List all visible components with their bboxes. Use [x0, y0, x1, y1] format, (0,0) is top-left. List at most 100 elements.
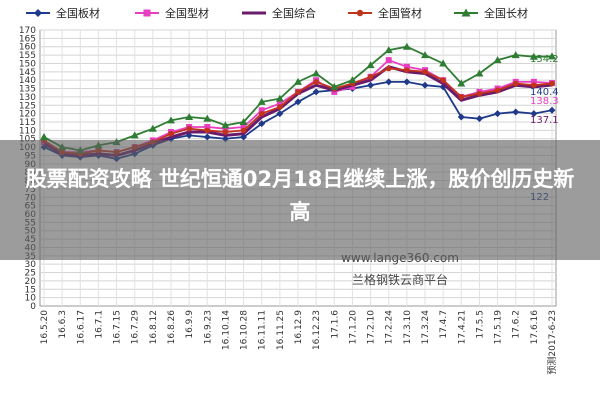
data-point	[349, 83, 356, 90]
data-point	[276, 100, 283, 107]
data-point	[277, 104, 283, 110]
data-point	[548, 106, 556, 114]
legend-marker	[34, 9, 42, 17]
data-point	[549, 80, 555, 87]
data-point	[204, 127, 211, 134]
data-point	[204, 124, 211, 131]
data-point	[276, 110, 284, 118]
data-point	[385, 78, 393, 86]
y-tick-label: 25	[25, 269, 36, 279]
data-point	[240, 127, 247, 134]
data-point	[457, 113, 465, 121]
y-tick-label: 165	[19, 34, 36, 44]
data-point	[258, 120, 266, 128]
data-point	[240, 124, 247, 131]
x-tick-label: 16.10.28	[240, 310, 250, 350]
x-tick-label: 17.5.19	[494, 310, 504, 345]
y-tick-label: 105	[19, 135, 36, 145]
data-point	[367, 74, 374, 80]
data-point	[167, 116, 175, 124]
data-point	[530, 78, 537, 85]
y-tick-label: 110	[19, 126, 36, 136]
legend-marker	[143, 9, 151, 17]
data-point	[40, 133, 48, 141]
y-tick-label: 155	[19, 51, 36, 61]
x-tick-label: 17.4.7	[439, 310, 449, 339]
data-point	[494, 110, 502, 118]
data-point	[422, 69, 428, 75]
y-tick-label: 170	[19, 26, 36, 36]
data-point	[457, 79, 466, 87]
data-point	[313, 79, 319, 85]
x-tick-label: 17.1.6	[330, 310, 340, 339]
legend-label: 全国管材	[378, 6, 422, 20]
x-tick-label: 16.9.9	[185, 310, 195, 339]
x-tick-label: 17.2.24	[385, 310, 395, 345]
data-point	[258, 107, 265, 114]
data-point	[385, 57, 392, 64]
data-point	[384, 46, 393, 54]
x-tick-label: 17.1.20	[348, 310, 358, 345]
x-tick-label: 16.6.17	[76, 310, 86, 344]
legend-label: 全国型材	[165, 6, 209, 20]
data-point	[403, 78, 411, 86]
x-tick-label: 16.12.9	[294, 310, 304, 345]
legend-label: 全国长材	[484, 6, 528, 20]
data-point	[330, 82, 339, 90]
y-tick-label: 140	[19, 76, 36, 86]
data-point	[531, 82, 537, 88]
end-value-label: 140.4	[530, 87, 559, 98]
x-tick-label: 16.8.26	[167, 310, 177, 345]
data-point	[402, 42, 411, 50]
data-point	[367, 81, 375, 89]
y-tick-label: 160	[19, 43, 36, 53]
data-point	[440, 77, 446, 83]
data-point	[512, 80, 519, 87]
x-tick-label: 16.5.20	[40, 310, 50, 345]
y-tick-label: 15	[25, 285, 36, 295]
data-point	[295, 89, 301, 95]
data-point	[148, 124, 157, 132]
data-point	[385, 65, 392, 72]
data-point	[294, 77, 302, 85]
headline-text: 股票配资攻略 世纪恒通02月18日继续上涨，股价创历史新高	[25, 167, 575, 224]
y-tick-label: 130	[19, 93, 36, 103]
data-point	[529, 52, 538, 60]
data-point	[294, 98, 302, 106]
data-point	[185, 112, 194, 120]
y-tick-label: 30	[25, 260, 37, 270]
data-point	[203, 114, 212, 122]
data-point	[512, 108, 520, 116]
y-tick-label: 115	[19, 118, 36, 128]
data-point	[348, 76, 357, 84]
data-point	[257, 97, 266, 105]
y-tick-label: 10	[25, 294, 37, 304]
data-point	[548, 52, 556, 60]
y-tick-label: 120	[19, 110, 36, 120]
x-tick-label: 16.6.3	[58, 310, 68, 339]
x-tick-label: 16.10.14	[221, 310, 231, 350]
end-value-label: 154.2	[530, 54, 559, 65]
x-tick-label: 17.6.16	[530, 310, 540, 345]
data-point	[312, 69, 321, 77]
y-tick-label: 135	[19, 85, 36, 95]
data-point	[258, 110, 265, 117]
x-tick-label: 16.7.29	[131, 310, 141, 345]
data-point	[475, 115, 483, 123]
legend-marker	[356, 9, 364, 17]
x-tick-label: 预测2017-6-23	[547, 310, 558, 375]
data-point	[530, 110, 538, 118]
headline-overlay	[0, 140, 600, 260]
data-point	[130, 131, 139, 139]
x-tick-label: 16.12.23	[312, 310, 322, 350]
data-point	[186, 125, 192, 132]
x-tick-label: 17.6.2	[512, 310, 522, 339]
x-tick-label: 17.3.10	[403, 310, 413, 345]
legend-marker	[461, 8, 471, 17]
data-point	[494, 87, 501, 94]
x-tick-label: 16.11.25	[276, 310, 286, 350]
data-point	[222, 125, 229, 132]
x-tick-label: 16.7.15	[113, 310, 123, 344]
y-tick-label: 145	[19, 68, 36, 78]
